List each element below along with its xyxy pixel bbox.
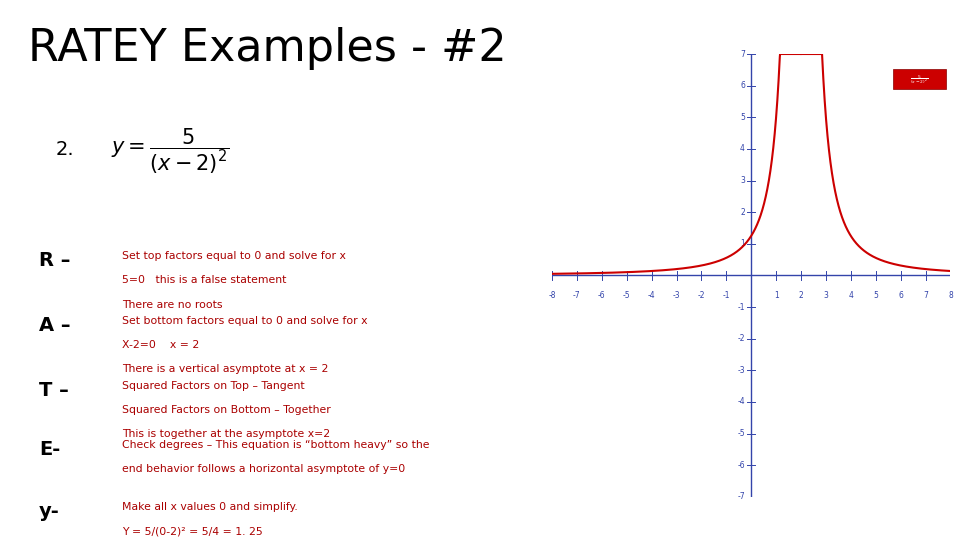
Text: -7: -7 xyxy=(737,492,745,501)
Text: There are no roots: There are no roots xyxy=(123,300,223,310)
Text: -2: -2 xyxy=(737,334,745,343)
Text: T –: T – xyxy=(39,381,69,400)
Text: There is a vertical asymptote at x = 2: There is a vertical asymptote at x = 2 xyxy=(123,364,329,375)
Text: end behavior follows a horizontal asymptote of y=0: end behavior follows a horizontal asympt… xyxy=(123,464,406,475)
Text: 5=0   this is a false statement: 5=0 this is a false statement xyxy=(123,275,287,286)
Text: Make all x values 0 and simplify.: Make all x values 0 and simplify. xyxy=(123,502,299,512)
Text: -6: -6 xyxy=(737,461,745,470)
Text: $y = \dfrac{5}{(x-2)^2}$: $y = \dfrac{5}{(x-2)^2}$ xyxy=(111,127,229,176)
Text: -3: -3 xyxy=(673,291,681,300)
Text: 8: 8 xyxy=(948,291,952,300)
Text: X-2=0    x = 2: X-2=0 x = 2 xyxy=(123,340,200,350)
Text: Y = 5/(0-2)² = 5/4 = 1. 25: Y = 5/(0-2)² = 5/4 = 1. 25 xyxy=(123,526,263,537)
Text: 7: 7 xyxy=(924,291,928,300)
Text: 7: 7 xyxy=(740,50,745,58)
Text: Set bottom factors equal to 0 and solve for x: Set bottom factors equal to 0 and solve … xyxy=(123,316,368,326)
Text: 3: 3 xyxy=(824,291,828,300)
Text: 4: 4 xyxy=(849,291,853,300)
Text: 4: 4 xyxy=(740,144,745,153)
Text: 5: 5 xyxy=(740,113,745,122)
Text: Squared Factors on Bottom – Together: Squared Factors on Bottom – Together xyxy=(123,405,331,415)
Text: -7: -7 xyxy=(573,291,581,300)
Text: 2: 2 xyxy=(799,291,804,300)
Text: Check degrees – This equation is “bottom heavy” so the: Check degrees – This equation is “bottom… xyxy=(123,440,430,450)
Text: 2: 2 xyxy=(740,208,745,217)
Text: 3: 3 xyxy=(740,176,745,185)
Text: E-: E- xyxy=(39,440,60,459)
Text: -8: -8 xyxy=(548,291,556,300)
Text: A –: A – xyxy=(39,316,70,335)
Text: -4: -4 xyxy=(648,291,656,300)
Text: R –: R – xyxy=(39,251,70,270)
Text: Set top factors equal to 0 and solve for x: Set top factors equal to 0 and solve for… xyxy=(123,251,347,261)
Text: -6: -6 xyxy=(598,291,606,300)
Text: y-: y- xyxy=(39,502,60,521)
Text: 2.: 2. xyxy=(56,140,74,159)
Text: RATEY Examples - #2: RATEY Examples - #2 xyxy=(28,27,507,70)
Text: 1: 1 xyxy=(774,291,779,300)
Text: 1: 1 xyxy=(740,239,745,248)
FancyBboxPatch shape xyxy=(893,69,946,89)
Text: -1: -1 xyxy=(737,302,745,312)
Text: -2: -2 xyxy=(698,291,706,300)
Text: Squared Factors on Top – Tangent: Squared Factors on Top – Tangent xyxy=(123,381,305,391)
Text: 5: 5 xyxy=(874,291,878,300)
Text: 6: 6 xyxy=(899,291,903,300)
Text: $\frac{5}{(x-2)^2}$: $\frac{5}{(x-2)^2}$ xyxy=(910,73,928,85)
Text: -5: -5 xyxy=(623,291,631,300)
Text: -3: -3 xyxy=(737,366,745,375)
Text: 6: 6 xyxy=(740,81,745,90)
Text: This is together at the asymptote x=2: This is together at the asymptote x=2 xyxy=(123,429,330,440)
Text: -1: -1 xyxy=(723,291,730,300)
Text: -4: -4 xyxy=(737,397,745,407)
Text: -5: -5 xyxy=(737,429,745,438)
